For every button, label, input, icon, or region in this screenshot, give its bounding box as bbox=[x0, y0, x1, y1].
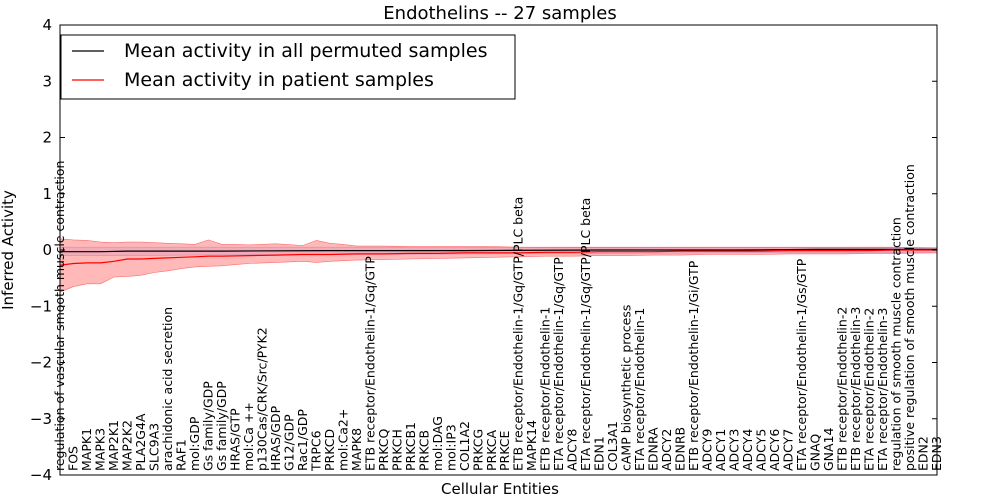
entity-label-35: MAPK14 bbox=[524, 420, 539, 471]
band-layer bbox=[59, 238, 938, 293]
x-axis-label: Cellular Entities bbox=[441, 480, 559, 498]
entity-label-52: ADCY5 bbox=[754, 429, 769, 471]
entity-label-59: ETB receptor/Endothelin-3 bbox=[848, 307, 863, 471]
entity-label-45: ADCY2 bbox=[659, 429, 674, 471]
entity-label-16: HRAS/GDP bbox=[268, 405, 283, 471]
entity-label-42: cAMP biosynthetic process bbox=[619, 305, 634, 471]
entity-label-64: EDN2 bbox=[916, 436, 931, 471]
y-tick-label-4: 0 bbox=[42, 241, 52, 259]
entity-label-39: ETA receptor/Endothelin-1/Gq/GTP/PLC bet… bbox=[578, 198, 593, 471]
entity-label-28: mol:DAG bbox=[430, 416, 445, 471]
entity-label-58: ETB receptor/Endothelin-2 bbox=[835, 307, 850, 471]
entity-label-13: HRAS/GTP bbox=[227, 408, 242, 471]
series-line-0 bbox=[60, 248, 937, 253]
chart-title: Endothelins -- 27 samples bbox=[383, 3, 616, 24]
entity-label-6: PLA2G4A bbox=[133, 413, 148, 471]
entity-label-46: EDNRB bbox=[673, 427, 688, 471]
entity-label-33: PRKCE bbox=[497, 431, 512, 471]
entity-label-31: PRKCG bbox=[470, 429, 485, 471]
entity-label-7: SLC9A3 bbox=[146, 423, 161, 471]
y-axis-label: Inferred Activity bbox=[0, 190, 17, 310]
entity-label-26: PRKCB1 bbox=[403, 422, 418, 471]
entity-label-10: mol:GDP bbox=[187, 416, 202, 471]
y-tick-label-1: −3 bbox=[30, 410, 52, 428]
line-layer bbox=[59, 248, 937, 266]
entity-label-23: ETB receptor/Endothelin-1/Gq/GTP bbox=[362, 256, 377, 471]
entity-label-40: EDN1 bbox=[592, 436, 607, 471]
entity-label-9: RAF1 bbox=[173, 439, 188, 471]
entity-label-3: MAPK3 bbox=[93, 428, 108, 471]
legend-box bbox=[60, 34, 516, 100]
entity-label-14: mol:Ca ++ bbox=[241, 402, 256, 471]
entity-label-30: COL1A2 bbox=[457, 421, 472, 471]
y-tick-label-7: 3 bbox=[42, 72, 52, 90]
entity-label-62: regulation of smooth muscle contraction bbox=[889, 217, 904, 471]
axis-layer: −4 −3 −2 −1 0 1 2 3 4 bbox=[30, 16, 938, 484]
entity-label-21: mol:Ca2+ bbox=[335, 409, 350, 471]
entity-label-55: ETA receptor/Endothelin-1/Gs/GTP bbox=[794, 258, 809, 471]
y-tick-label-2: −2 bbox=[30, 354, 52, 372]
entity-label-15: p130Cas/CRK/Src/PYK2 bbox=[254, 327, 269, 471]
entity-label-43: ETA receptor/Endothelin-1 bbox=[632, 308, 647, 471]
entity-label-2: MAPK1 bbox=[79, 428, 94, 471]
entity-label-41: COL3A1 bbox=[605, 421, 620, 471]
entity-label-56: GNAQ bbox=[808, 434, 823, 471]
entity-label-22: MAPK8 bbox=[349, 428, 364, 471]
entity-label-12: Gs family/GDP bbox=[214, 381, 229, 471]
entity-label-20: PRKCD bbox=[322, 429, 337, 471]
entity-label-8: arachidonic acid secretion bbox=[160, 307, 175, 471]
entity-label-51: ADCY4 bbox=[740, 429, 755, 471]
entity-label-53: ADCY6 bbox=[767, 429, 782, 471]
entity-label-5: MAP2K2 bbox=[120, 420, 135, 471]
entity-label-1: FOS bbox=[66, 446, 81, 471]
legend-label-0: Mean activity in all permuted samples bbox=[124, 40, 487, 62]
y-tick-label-6: 2 bbox=[42, 129, 52, 147]
legend: Mean activity in all permuted samples Mea… bbox=[60, 34, 516, 100]
entity-label-61: ETA receptor/Endothelin-3 bbox=[875, 308, 890, 471]
entity-label-layer: regulation of vascular smooth muscle con… bbox=[52, 161, 944, 472]
y-tick-label-5: 1 bbox=[42, 185, 52, 203]
entity-label-50: ADCY3 bbox=[727, 429, 742, 471]
entity-label-48: ADCY9 bbox=[700, 429, 715, 471]
series-line-1 bbox=[59, 249, 937, 266]
entity-label-37: ETA receptor/Endothelin-1/Gq/GTP bbox=[551, 257, 566, 471]
entity-label-54: ADCY7 bbox=[781, 429, 796, 471]
entity-label-29: mol:IP3 bbox=[443, 424, 458, 471]
entity-label-34: ETB receptor/Endothelin-1/Gq/GTP/PLC bet… bbox=[511, 197, 526, 471]
entity-label-19: TRPC6 bbox=[308, 430, 323, 472]
y-tick-label-3: −1 bbox=[30, 297, 52, 315]
legend-label-1: Mean activity in patient samples bbox=[124, 69, 434, 91]
entity-label-17: G12/GDP bbox=[281, 414, 296, 471]
entity-label-49: ADCY1 bbox=[713, 429, 728, 471]
entity-label-4: MAP2K1 bbox=[106, 420, 121, 471]
entity-label-36: ETB receptor/Endothelin-1 bbox=[538, 307, 553, 471]
entity-label-18: Rac1/GDP bbox=[295, 409, 310, 471]
entity-label-63: positive regulation of smooth muscle con… bbox=[902, 164, 917, 471]
entity-label-11: Gs family/GDP bbox=[200, 381, 215, 471]
entity-label-57: GNA14 bbox=[821, 427, 836, 471]
entity-label-24: PRKCQ bbox=[376, 429, 391, 471]
y-tick-label-0: −4 bbox=[30, 466, 52, 484]
y-tick-label-8: 4 bbox=[42, 16, 52, 34]
entity-label-25: PRKCH bbox=[389, 429, 404, 471]
entity-label-27: PRKCB bbox=[416, 430, 431, 471]
entity-label-47: ETB receptor/Endothelin-1/Gi/GTP bbox=[686, 260, 701, 471]
entity-label-38: ADCY8 bbox=[565, 429, 580, 471]
entity-label-44: EDNRA bbox=[646, 427, 661, 471]
entity-label-60: ETA receptor/Endothelin-2 bbox=[862, 308, 877, 471]
entity-label-32: PRKCA bbox=[484, 430, 499, 471]
